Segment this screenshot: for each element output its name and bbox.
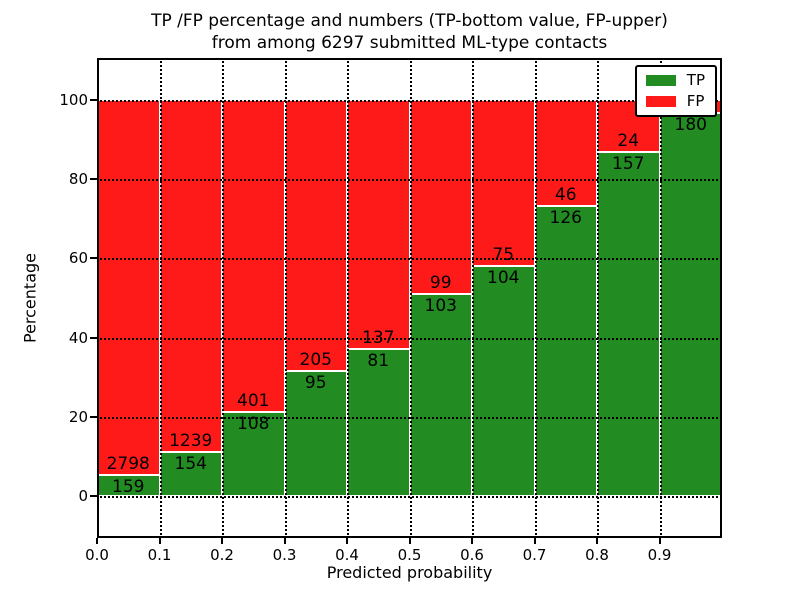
tp-segment xyxy=(347,348,410,496)
fp-count-label: 24 xyxy=(617,131,640,152)
x-tick xyxy=(533,538,536,544)
bar-bin-0.7: 46 126 xyxy=(534,99,597,496)
x-tick-label: 0.3 xyxy=(272,546,297,564)
x-tick xyxy=(596,538,598,544)
tp-segment xyxy=(222,411,285,496)
x-tick-label: 0.9 xyxy=(647,546,672,564)
fp-segment xyxy=(159,99,222,453)
fp-count-label: 46 xyxy=(554,184,577,205)
v-gridline-0.3 xyxy=(284,58,287,538)
tp-count-label: 180 xyxy=(674,114,707,135)
fp-segment xyxy=(347,99,410,349)
x-tick-label: 0.2 xyxy=(210,546,234,564)
y-tick xyxy=(90,178,97,181)
tp-segment xyxy=(284,370,347,496)
fp-count-label: 75 xyxy=(492,244,515,265)
v-gridline-0.4 xyxy=(347,58,349,538)
tp-count-label: 154 xyxy=(174,454,207,475)
plot-area: TP FP 2798 159 1239 154 401 108 205 95 137 81 99 103… xyxy=(97,58,722,538)
fp-swatch-icon xyxy=(645,96,676,107)
y-tick xyxy=(90,336,97,339)
tp-count-label: 126 xyxy=(549,207,582,228)
tp-swatch-icon xyxy=(645,75,676,86)
v-gridline-0.6 xyxy=(472,58,474,538)
x-tick xyxy=(658,538,661,544)
y-tick-label: 60 xyxy=(68,249,88,268)
tp-segment xyxy=(409,294,472,496)
bar-bin-0.2: 401 108 xyxy=(222,99,285,496)
tp-segment xyxy=(159,452,222,496)
y-tick xyxy=(90,257,97,260)
x-tick xyxy=(408,538,411,544)
x-tick xyxy=(158,538,161,544)
y-tick-label: 80 xyxy=(68,170,88,189)
v-gridline-0.5 xyxy=(409,58,412,538)
bar-bin-0.8: 24 157 xyxy=(597,99,660,496)
y-tick-label: 40 xyxy=(68,328,88,347)
tp-count-label: 103 xyxy=(424,296,457,317)
fp-segment xyxy=(534,99,597,206)
tp-segment xyxy=(472,265,535,496)
bar-bin-0.3: 205 95 xyxy=(284,99,347,496)
v-gridline-0.1 xyxy=(159,58,162,538)
v-gridline-0.9 xyxy=(659,58,662,538)
fp-count-label: 137 xyxy=(362,327,395,348)
bar-bin-0.6: 75 104 xyxy=(472,99,535,496)
x-tick-label: 0.5 xyxy=(397,546,422,564)
y-tick-label: 20 xyxy=(68,407,88,426)
y-tick-label: 0 xyxy=(78,487,88,506)
fp-segment xyxy=(472,99,535,266)
legend: TP FP xyxy=(634,65,717,117)
legend-label: TP xyxy=(686,71,705,89)
tp-count-label: 95 xyxy=(304,372,327,393)
legend-item-fp: FP xyxy=(645,92,705,110)
x-tick xyxy=(283,538,286,544)
bar-bin-0.5: 99 103 xyxy=(409,99,472,496)
x-tick-label: 0.1 xyxy=(147,546,172,564)
legend-label: FP xyxy=(686,92,705,110)
x-tick-label: 0.6 xyxy=(460,546,484,564)
x-tick-label: 0.7 xyxy=(522,546,547,564)
x-tick-label: 0.8 xyxy=(585,546,609,564)
v-gridline-0.7 xyxy=(534,58,537,538)
bar-bin-0.1: 1239 154 xyxy=(159,99,222,496)
chart-title-line1: TP /FP percentage and numbers (TP-bottom… xyxy=(151,11,668,31)
legend-item-tp: TP xyxy=(645,71,705,89)
y-tick xyxy=(90,415,97,418)
fp-segment xyxy=(409,99,472,295)
x-tick xyxy=(96,538,98,544)
tp-count-label: 81 xyxy=(367,350,390,371)
v-gridline-0.2 xyxy=(222,58,224,538)
tp-segment xyxy=(597,152,660,496)
y-tick xyxy=(90,495,97,498)
tp-count-label: 104 xyxy=(487,267,520,288)
fp-count-label: 1239 xyxy=(169,431,213,452)
bar-bin-0.4: 137 81 xyxy=(347,99,410,496)
chart-title-line2: from among 6297 submitted ML-type contac… xyxy=(211,33,608,53)
chart-title: TP /FP percentage and numbers (TP-bottom… xyxy=(97,10,722,54)
x-tick xyxy=(221,538,223,544)
y-tick-label: 100 xyxy=(59,90,88,109)
y-tick xyxy=(90,98,97,101)
x-tick-label: 0.0 xyxy=(85,546,109,564)
x-tick-label: 0.4 xyxy=(335,546,359,564)
tp-count-label: 157 xyxy=(612,154,645,175)
fp-count-label: 401 xyxy=(237,390,270,411)
v-gridline-0.8 xyxy=(597,58,599,538)
fp-count-label: 99 xyxy=(429,273,452,294)
fp-count-label: 205 xyxy=(299,349,332,370)
x-axis-label: Predicted probability xyxy=(326,563,493,582)
x-tick xyxy=(346,538,348,544)
tp-count-label: 108 xyxy=(237,413,270,434)
tp-count-label: 159 xyxy=(112,476,145,497)
fp-count-label: 2798 xyxy=(106,453,150,474)
x-tick xyxy=(471,538,473,544)
